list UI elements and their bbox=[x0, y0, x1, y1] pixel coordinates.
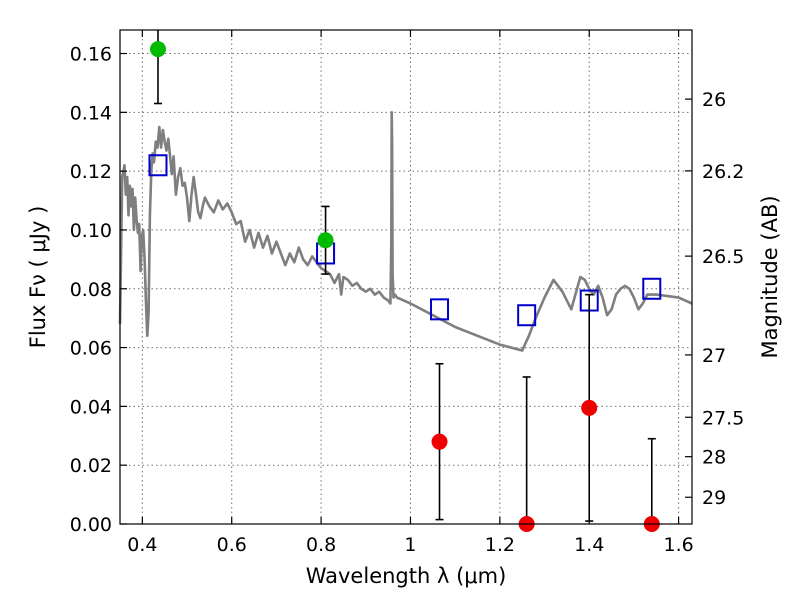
x-tick-label: 1.4 bbox=[574, 534, 604, 556]
right-tick-label: 28 bbox=[702, 447, 726, 469]
plot-series bbox=[118, 30, 693, 532]
model-spectrum-line bbox=[118, 111, 693, 352]
right-tick-label: 26.2 bbox=[702, 161, 744, 183]
x-tick-label: 0.8 bbox=[306, 534, 336, 556]
x-tick-label: 0.6 bbox=[217, 534, 247, 556]
grid bbox=[120, 30, 692, 525]
y-right-axis-label: Magnitude (AB) bbox=[758, 195, 782, 358]
right-tick-label: 27.5 bbox=[702, 407, 744, 429]
right-tick-label: 29 bbox=[702, 487, 726, 509]
y-tick-label: 0.02 bbox=[70, 455, 112, 477]
x-tick-label: 1.6 bbox=[663, 534, 693, 556]
y-axis-label: Flux Fν ( μJy ) bbox=[26, 206, 50, 349]
y-tick-label: 0.14 bbox=[70, 102, 112, 124]
photometry-point bbox=[149, 41, 166, 58]
x-tick-label: 0.4 bbox=[127, 534, 157, 556]
right-tick-label: 26.5 bbox=[702, 246, 744, 268]
y-tick-label: 0.00 bbox=[70, 514, 112, 536]
right-tick-label: 26 bbox=[702, 89, 726, 111]
model-photometry-point bbox=[642, 277, 662, 300]
y-tick-label: 0.10 bbox=[70, 220, 112, 242]
y-tick-label: 0.04 bbox=[70, 396, 112, 418]
model-photometry-point bbox=[148, 154, 168, 177]
x-tick-label: 1.2 bbox=[485, 534, 515, 556]
x-tick-label: 1 bbox=[404, 534, 416, 556]
axes: 0.4 0.6 0.8 1 1.2 1.4 1.6 0.00 0.02 0.04 0.06 0.08 0… bbox=[70, 30, 744, 556]
y-tick-label: 0.12 bbox=[70, 161, 112, 183]
model-photometry-point bbox=[517, 304, 537, 327]
model-photometry-point bbox=[430, 298, 450, 321]
right-tick-label: 27 bbox=[702, 345, 726, 367]
y-tick-label: 0.16 bbox=[70, 44, 112, 66]
plot-frame bbox=[119, 29, 693, 525]
photometry-point bbox=[581, 399, 598, 416]
x-axis-label: Wavelength λ (μm) bbox=[306, 564, 507, 588]
y-tick-label: 0.08 bbox=[70, 279, 112, 301]
photometry-point bbox=[431, 433, 448, 450]
y-tick-label: 0.06 bbox=[70, 338, 112, 360]
photometry-point bbox=[317, 232, 334, 249]
